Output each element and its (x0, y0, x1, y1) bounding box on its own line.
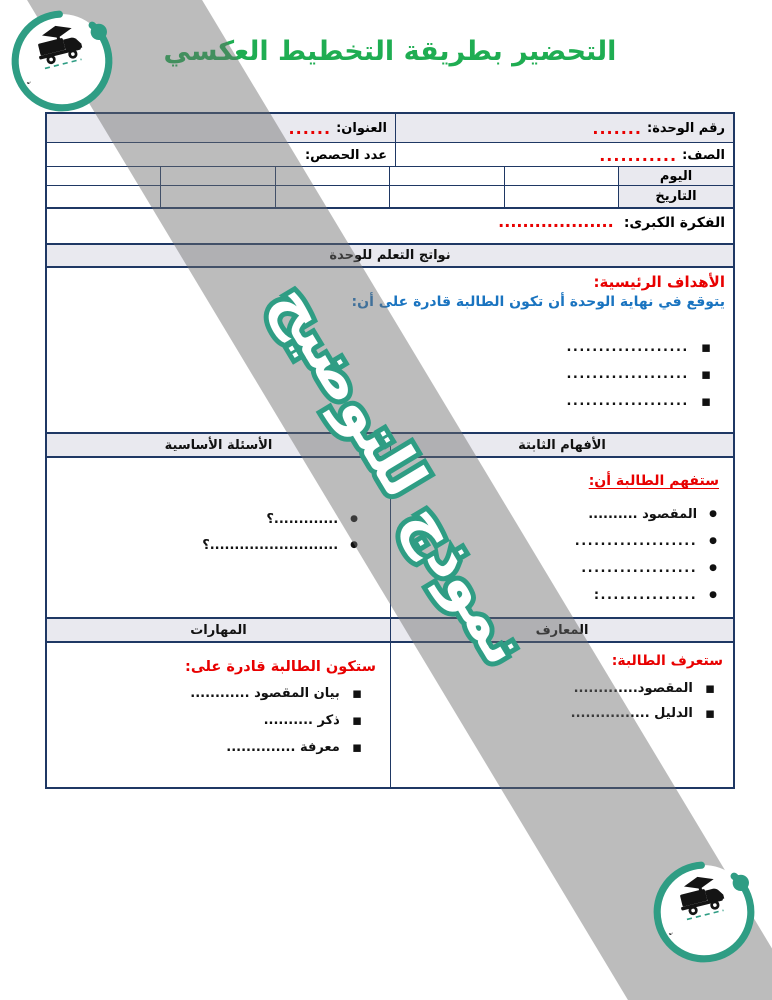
date-empty-cell (274, 186, 389, 207)
lessons-label: عدد الحصص: (304, 147, 387, 163)
question-item: .............؟ (57, 506, 358, 532)
day-empty-cell (47, 167, 160, 185)
questions-header: الأسئلة الأساسية (164, 437, 273, 453)
logo-dot-icon (90, 23, 107, 41)
knowledge-heading: ستعرف الطالبة: (611, 653, 723, 669)
main-goals-content: الأهداف الرئيسية: يتوقع في نهاية الوحدة … (47, 268, 733, 415)
knowledge-list: المقصود............. الدليل ............… (401, 676, 723, 726)
skills-cell: ستكون الطالبة قادرة على: بيان المقصود ..… (47, 643, 390, 787)
understandings-header: الأفهام الثابتة (518, 437, 606, 453)
knowledge-item: الدليل ................ (401, 701, 715, 726)
day-empty-cell (274, 167, 389, 185)
skills-list: بيان المقصود ............ ذكر ..........… (61, 680, 376, 761)
title-dots: ...... (288, 119, 332, 138)
questions-cell: .............؟ .........................… (47, 458, 390, 617)
date-empty-cell (389, 186, 503, 207)
grade-dots: ........... (599, 145, 678, 165)
question-item: ..........................؟ (57, 532, 358, 558)
outcomes-header: نواتج التعلم للوحدة (329, 248, 451, 263)
questions-list: .............؟ .........................… (47, 458, 390, 558)
big-idea-cell: الفكرة الكبرى: ................... (490, 209, 733, 243)
row-date: التاريخ (47, 185, 733, 207)
skill-item: ذكر .......... (61, 707, 362, 734)
day-empty-cell (503, 167, 618, 185)
understanding-item: ...............: (405, 582, 717, 609)
outcomes-header-row: نواتج التعلم للوحدة (47, 243, 733, 266)
date-empty-cell (503, 186, 618, 207)
knowledge-skills-body: ستعرف الطالبة: المقصود............. الدل… (47, 641, 733, 787)
date-empty-cell (160, 186, 274, 207)
day-label: اليوم (659, 168, 693, 184)
goal-item: ................... (55, 388, 711, 415)
date-label-cell: التاريخ (618, 186, 733, 207)
row-grade-lessons: الصف: ........... عدد الحصص: (47, 142, 733, 167)
unit-number-label: رقم الوحدة: (647, 121, 725, 136)
title-cell: العنوان: ...... (47, 114, 395, 142)
logo-ring-icon (11, 10, 113, 112)
understanding-item: .................. (405, 555, 717, 582)
lesson-plan-table: رقم الوحدة: ....... العنوان: ...... الصف… (45, 112, 735, 789)
main-goals-heading: الأهداف الرئيسية: (593, 273, 725, 291)
knowledge-item: المقصود............. (401, 676, 715, 701)
knowledge-skills-header-row: المعارف المهارات (47, 617, 733, 641)
tahader-logo-top: تحاضير تطلبين جاهزة www.tahader.sa (6, 8, 113, 112)
day-empty-cell (389, 167, 503, 185)
understandings-questions-body: ستفهم الطالبة أن: المقصود .......... ...… (47, 456, 733, 617)
knowledge-header-cell: المعارف (390, 619, 733, 641)
understandings-header-cell: الأفهام الثابتة (390, 434, 733, 456)
understanding-item: ................... (405, 528, 717, 555)
skills-header-cell: المهارات (47, 619, 390, 641)
logo-dot-icon (732, 874, 749, 892)
page-title: التحضير بطريقة التخطيط العكسي (163, 36, 617, 67)
grade-label: الصف: (682, 147, 725, 163)
truck-graduation-icon (680, 876, 725, 921)
understandings-cell: ستفهم الطالبة أن: المقصود .......... ...… (390, 458, 733, 617)
tahader-logo-bottom: تحاضير تطلبين جاهزة www.tahader.sa (648, 859, 755, 963)
knowledge-header: المعارف (535, 622, 589, 638)
skill-item: بيان المقصود ............ (61, 680, 362, 707)
row-unit-title: رقم الوحدة: ....... العنوان: ...... (47, 114, 733, 142)
big-idea-dots: ................... (498, 212, 614, 231)
big-idea-label: الفكرة الكبرى: (623, 215, 725, 231)
goal-list: ................... ................... … (55, 334, 725, 415)
skills-header: المهارات (190, 622, 247, 638)
truck-graduation-icon (38, 25, 83, 70)
unit-number-dots: ....... (592, 119, 642, 138)
questions-header-cell: الأسئلة الأساسية (47, 434, 390, 456)
title-label: العنوان: (336, 121, 387, 136)
skills-heading: ستكون الطالبة قادرة على: (185, 659, 376, 675)
logo-ring-icon (653, 861, 755, 963)
lessons-cell: عدد الحصص: (47, 143, 395, 166)
goal-item: ................... (55, 334, 711, 361)
expectation-line: يتوقع في نهاية الوحدة أن تكون الطالبة قا… (351, 294, 725, 310)
date-empty-cell (47, 186, 160, 207)
date-label: التاريخ (655, 189, 697, 204)
unit-number-cell: رقم الوحدة: ....... (395, 114, 733, 142)
understanding-item: المقصود .......... (405, 501, 717, 528)
day-empty-cell (160, 167, 274, 185)
goal-item: ................... (55, 361, 711, 388)
row-day: اليوم (47, 166, 733, 185)
understandings-questions-header-row: الأفهام الثابتة الأسئلة الأساسية (47, 432, 733, 456)
row-big-idea: الفكرة الكبرى: ................... (47, 207, 733, 243)
main-goals-row: الأهداف الرئيسية: يتوقع في نهاية الوحدة … (47, 266, 733, 432)
day-label-cell: اليوم (618, 167, 733, 185)
grade-cell: الصف: ........... (395, 142, 733, 167)
understandings-list: المقصود .......... ................... .… (405, 501, 719, 609)
understandings-heading: ستفهم الطالبة أن: (588, 473, 719, 489)
knowledge-cell: ستعرف الطالبة: المقصود............. الدل… (390, 643, 733, 787)
skill-item: معرفة .............. (61, 734, 362, 761)
